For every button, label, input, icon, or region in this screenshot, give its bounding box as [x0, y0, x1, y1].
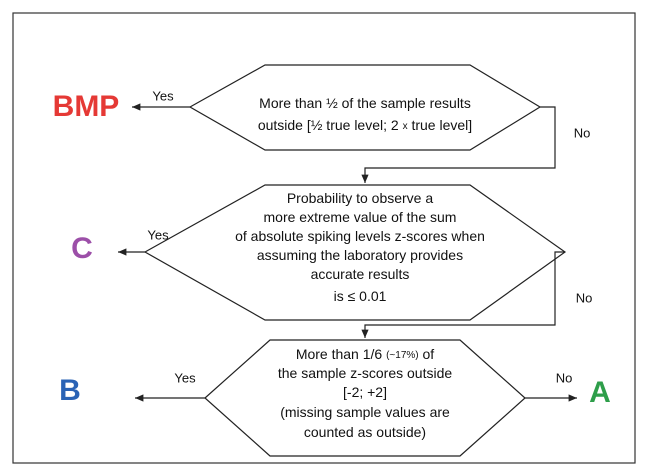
- node-text: outside [½ true level; 2 x true level]: [258, 117, 472, 133]
- node-text: More than ½ of the sample results: [259, 95, 471, 111]
- text-part: the sample z-scores outside: [278, 365, 453, 381]
- text-part: assuming the laboratory provides: [257, 247, 463, 263]
- node-text: counted as outside): [304, 424, 426, 440]
- outcome: B: [59, 374, 81, 407]
- text-part: outside [½ true level; 2: [258, 117, 403, 133]
- text-part: counted as outside): [304, 424, 426, 440]
- text-part: is ≤ 0.01: [334, 288, 387, 304]
- text-part: (missing sample values are: [280, 404, 450, 420]
- edge-label: No: [576, 290, 593, 305]
- node-text: the sample z-scores outside: [278, 365, 453, 381]
- text-part: More than 1/6: [296, 346, 386, 362]
- text-part: of absolute spiking levels z-scores when: [235, 228, 485, 244]
- text-part: Probability to observe a: [287, 190, 434, 206]
- node-text: is ≤ 0.01: [334, 288, 387, 304]
- node-text: [-2; +2]: [343, 384, 387, 400]
- text-part: true level]: [408, 117, 473, 133]
- edge-label: No: [574, 125, 591, 140]
- text-part: More than ½ of the sample results: [259, 95, 471, 111]
- node-text: more extreme value of the sum: [264, 209, 457, 225]
- edge-label: Yes: [152, 88, 174, 103]
- no-arrow: [361, 251, 565, 338]
- outcome: BMP: [53, 90, 120, 123]
- text-part: more extreme value of the sum: [264, 209, 457, 225]
- text-part: accurate results: [311, 266, 410, 282]
- node-text: More than 1/6 (~17%) of: [296, 346, 434, 362]
- text-part: of: [419, 346, 435, 362]
- edge-label: Yes: [147, 227, 169, 242]
- outcome: C: [71, 232, 93, 265]
- node-text: assuming the laboratory provides: [257, 247, 463, 263]
- frame: [12, 12, 636, 464]
- edge-label: Yes: [174, 370, 196, 385]
- node-text: Probability to observe a: [287, 190, 434, 206]
- outcome: A: [589, 376, 611, 409]
- edge-label: No: [556, 370, 573, 385]
- text-part: x: [403, 121, 408, 132]
- text-part: (~17%): [386, 350, 419, 361]
- node-text: accurate results: [311, 266, 410, 282]
- node-text: of absolute spiking levels z-scores when: [235, 228, 485, 244]
- no-arrow: [361, 106, 556, 183]
- node-text: (missing sample values are: [280, 404, 450, 420]
- text-part: [-2; +2]: [343, 384, 387, 400]
